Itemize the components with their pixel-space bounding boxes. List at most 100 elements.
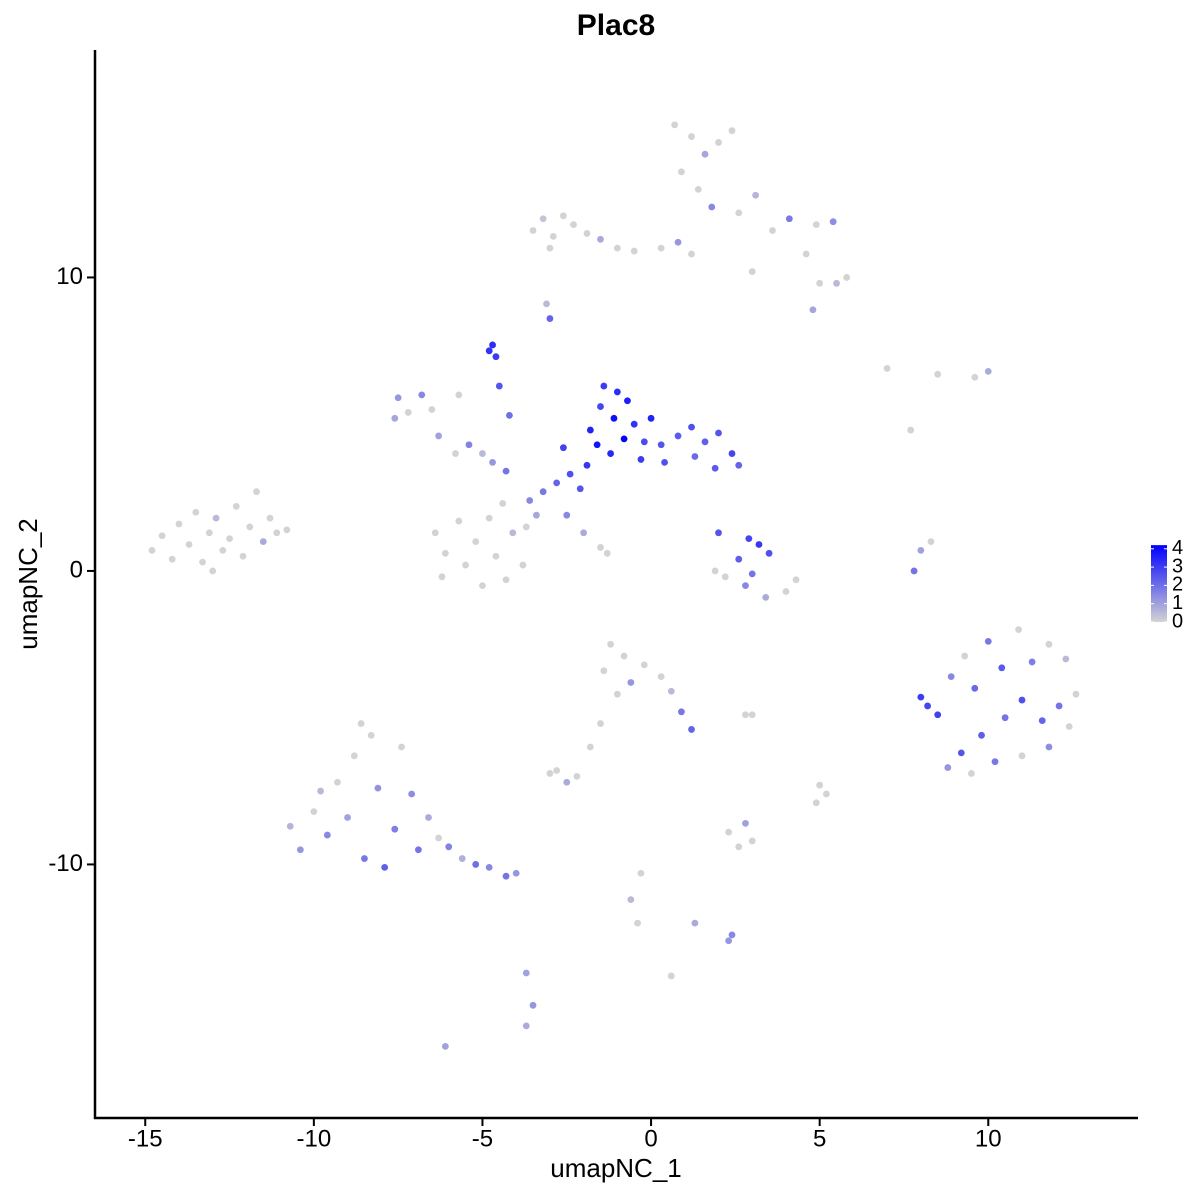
- point: [924, 702, 931, 710]
- point: [522, 523, 530, 531]
- point: [748, 570, 756, 578]
- point: [671, 121, 679, 129]
- point: [765, 549, 773, 557]
- point: [546, 770, 554, 777]
- point: [586, 426, 594, 434]
- point: [715, 139, 722, 146]
- point: [205, 529, 213, 537]
- point: [1045, 640, 1053, 648]
- point: [792, 576, 800, 584]
- point: [192, 508, 200, 516]
- point: [398, 743, 405, 751]
- point: [185, 541, 193, 548]
- point: [947, 673, 955, 680]
- point: [499, 500, 507, 507]
- point: [455, 517, 463, 525]
- point: [209, 567, 217, 575]
- point: [600, 667, 608, 675]
- point: [691, 453, 699, 460]
- point: [1028, 658, 1036, 666]
- point: [624, 397, 631, 405]
- point: [394, 394, 402, 402]
- point: [239, 552, 247, 560]
- point: [991, 758, 999, 766]
- point: [580, 529, 588, 537]
- point: [755, 541, 763, 548]
- point: [917, 546, 925, 554]
- point: [978, 731, 985, 739]
- point: [742, 711, 749, 719]
- point: [533, 511, 540, 519]
- point: [927, 538, 935, 545]
- point: [438, 573, 446, 581]
- point: [735, 843, 743, 851]
- point: [317, 787, 324, 795]
- point: [323, 831, 331, 839]
- point: [769, 227, 776, 234]
- point: [246, 523, 254, 531]
- point: [465, 441, 473, 449]
- point: [691, 919, 699, 927]
- point: [522, 969, 530, 977]
- point: [728, 450, 736, 457]
- point: [563, 778, 571, 786]
- point: [823, 790, 830, 798]
- point: [1045, 743, 1053, 751]
- point: [492, 353, 500, 361]
- point: [627, 896, 635, 904]
- point: [479, 450, 486, 457]
- y-axis-title: umapNC_2: [13, 518, 43, 650]
- point: [688, 726, 695, 733]
- point: [688, 133, 695, 140]
- point: [637, 456, 645, 463]
- chart-title: Plac8: [577, 9, 655, 42]
- point: [694, 186, 702, 193]
- point: [458, 855, 466, 862]
- point: [563, 511, 571, 519]
- point: [489, 341, 496, 349]
- point: [553, 479, 561, 487]
- point: [816, 781, 824, 789]
- point: [715, 529, 722, 537]
- point: [462, 561, 469, 569]
- point: [310, 808, 318, 815]
- point: [728, 931, 736, 939]
- point: [701, 438, 709, 446]
- point: [539, 488, 547, 496]
- point: [495, 382, 503, 390]
- point: [391, 414, 399, 422]
- point: [414, 846, 422, 854]
- point: [1018, 696, 1026, 704]
- point: [441, 1042, 449, 1050]
- point: [762, 593, 770, 601]
- point: [833, 279, 840, 287]
- point: [748, 711, 756, 719]
- point: [226, 535, 233, 543]
- point: [199, 558, 206, 566]
- point: [620, 435, 628, 443]
- point: [968, 770, 975, 777]
- point: [175, 520, 183, 528]
- point: [485, 347, 493, 355]
- point: [492, 552, 500, 560]
- point: [678, 708, 685, 716]
- point: [553, 767, 561, 774]
- point: [472, 861, 480, 868]
- point: [593, 441, 601, 449]
- point: [640, 661, 648, 669]
- point: [357, 720, 365, 727]
- point: [549, 232, 557, 240]
- point: [748, 268, 756, 275]
- point: [253, 488, 260, 496]
- point: [627, 679, 635, 686]
- point: [600, 382, 608, 390]
- point: [404, 409, 412, 416]
- y-tick-label: 10: [56, 263, 83, 290]
- point: [742, 819, 749, 827]
- point: [678, 168, 685, 176]
- point: [597, 235, 604, 243]
- colorbar-label: 0: [1172, 610, 1183, 632]
- point: [158, 532, 166, 540]
- point: [418, 391, 426, 399]
